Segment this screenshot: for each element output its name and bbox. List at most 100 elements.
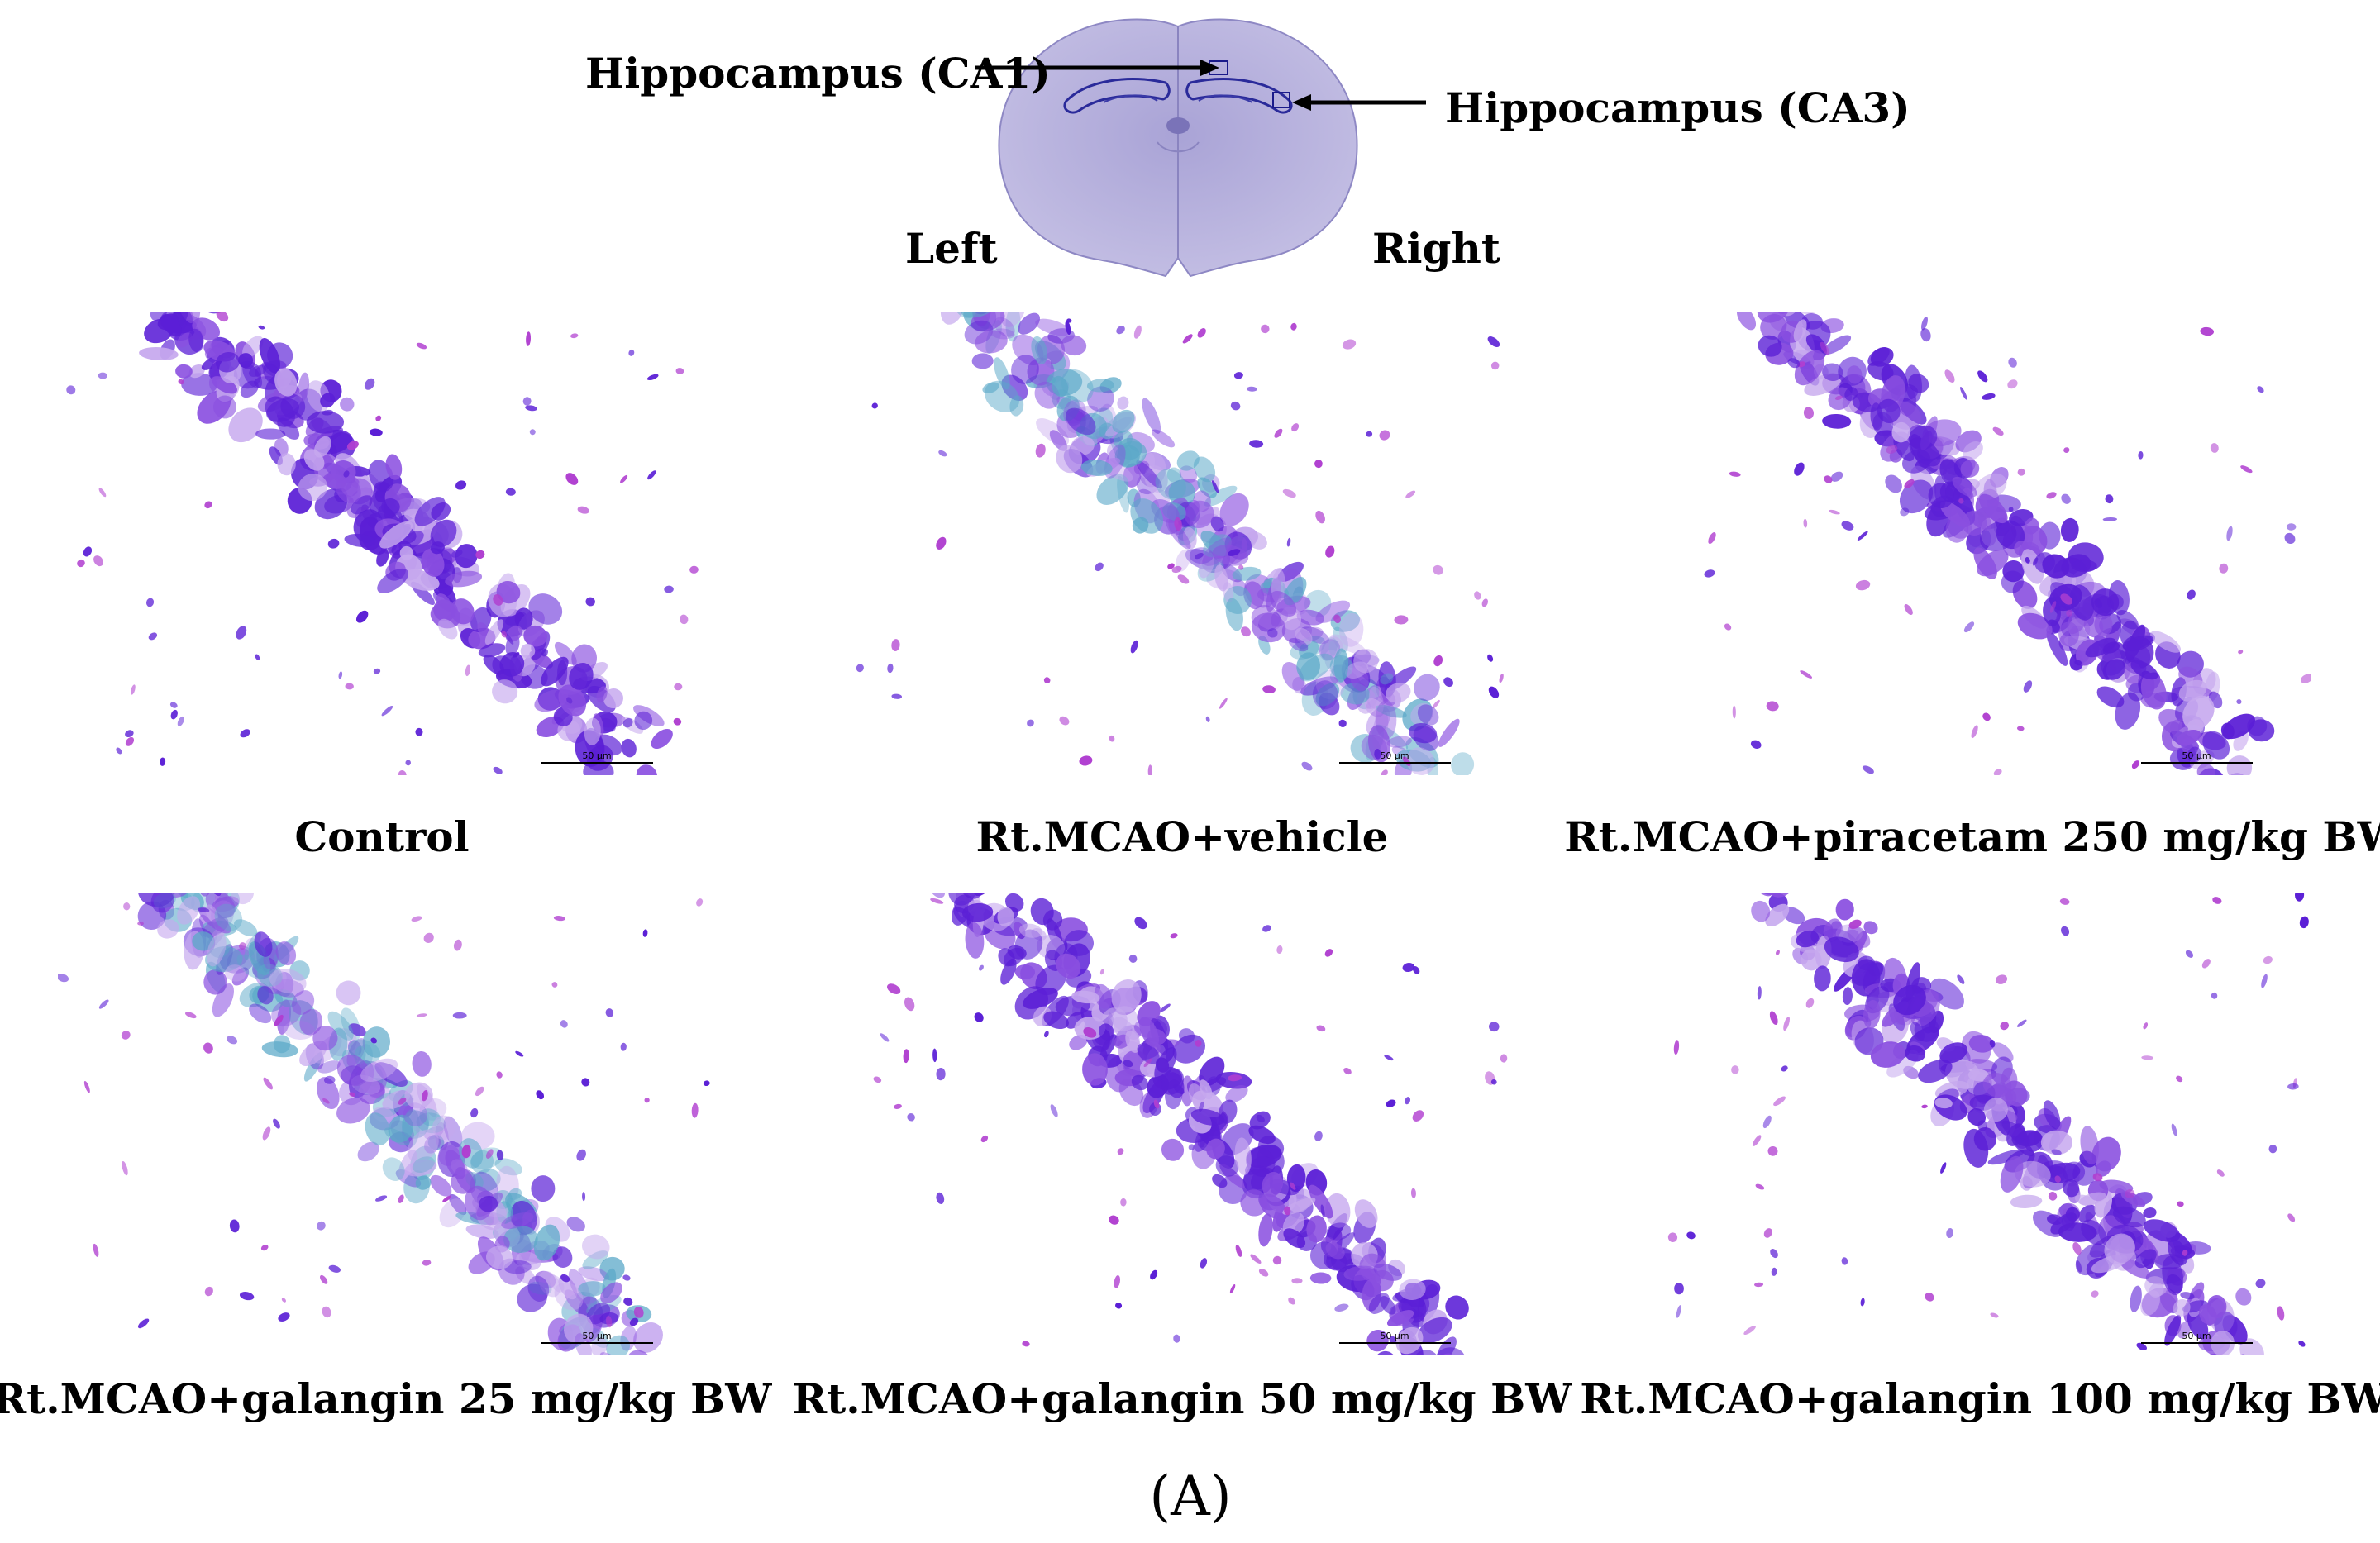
neuron-cell xyxy=(181,373,217,396)
neuron-cell xyxy=(2080,1126,2099,1165)
neuron-cell xyxy=(1765,903,1790,927)
neuron-cell xyxy=(1801,313,1823,330)
glial-cell xyxy=(1195,553,1204,560)
neuron-cell xyxy=(214,903,243,931)
glial-cell xyxy=(121,1031,131,1040)
neuron-cell xyxy=(2150,631,2182,653)
neuron-cell xyxy=(404,1082,433,1109)
glial-cell xyxy=(871,402,878,409)
glial-cell xyxy=(2277,1306,2285,1321)
glial-cell xyxy=(501,631,508,638)
neuron-cell xyxy=(1967,1069,1989,1082)
glial-cell xyxy=(1757,986,1762,1000)
glial-cell xyxy=(1109,735,1115,742)
glial-cell xyxy=(320,1274,328,1284)
glial-cell xyxy=(1900,507,1910,517)
glial-cell xyxy=(1227,549,1241,556)
scale-bar-label: 50 μm xyxy=(2182,1331,2211,1341)
glial-cell xyxy=(123,902,131,911)
neuron-cell xyxy=(651,728,673,750)
neuron-cell xyxy=(1977,550,2009,577)
glial-cell xyxy=(1130,640,1138,654)
neuron-cell xyxy=(1376,705,1407,718)
neuron-cell xyxy=(1099,1034,1117,1059)
glial-cell xyxy=(891,693,903,699)
glial-cell xyxy=(1904,479,1915,489)
glial-cell xyxy=(98,488,107,498)
glial-cell xyxy=(1035,443,1046,458)
neuron-cell xyxy=(2065,1207,2080,1222)
glial-cell xyxy=(1481,598,1489,607)
glial-cell xyxy=(273,1118,280,1129)
glial-cell xyxy=(1841,1257,1848,1265)
neuron-cell xyxy=(1977,512,1992,531)
neuron-cell xyxy=(1190,1108,1225,1126)
glial-cell xyxy=(1343,1067,1352,1075)
glial-cell xyxy=(160,757,166,766)
scale-bar-label: 50 μm xyxy=(582,750,611,761)
neuron-cell xyxy=(1232,566,1262,581)
glial-cell xyxy=(1803,518,1808,528)
caption-piracetam: Rt.MCAO+piracetam 250 mg/kg BW xyxy=(1564,812,2380,861)
glial-cell xyxy=(674,683,683,691)
neuron-cell xyxy=(1312,680,1338,710)
glial-cell xyxy=(2051,1149,2062,1155)
glial-cell xyxy=(628,349,635,356)
glial-cell xyxy=(1676,1305,1681,1318)
neuron-cell xyxy=(412,1156,435,1174)
neuron-cell xyxy=(178,312,194,324)
neuron-cell xyxy=(1309,1184,1333,1219)
neuron-cell xyxy=(450,598,475,625)
neuron-cell xyxy=(1823,918,1842,941)
neuron-cell xyxy=(427,1135,445,1150)
neuron-cell xyxy=(188,364,205,379)
glial-cell xyxy=(1963,621,1975,633)
glial-cell xyxy=(1729,471,1741,477)
ca1-label: Hippocampus (CA1) xyxy=(585,49,1051,98)
glial-cell xyxy=(355,610,369,623)
neuron-cell xyxy=(1885,474,1902,493)
glial-cell xyxy=(1199,1101,1204,1112)
glial-cell xyxy=(1379,430,1390,441)
glial-cell xyxy=(1219,698,1228,709)
glial-cell xyxy=(2016,726,2025,731)
glial-cell xyxy=(664,585,674,593)
neuron-cell xyxy=(1844,387,1858,401)
neuron-cell xyxy=(603,688,623,709)
neuron-cell xyxy=(150,312,168,321)
neuron-cell xyxy=(1939,1042,1967,1064)
neuron-cell xyxy=(496,580,521,604)
neuron-cell xyxy=(538,1270,561,1298)
neuron-cell xyxy=(274,368,298,397)
glial-cell xyxy=(1776,950,1780,955)
neuron-cell xyxy=(404,1160,437,1177)
neuron-cell xyxy=(1905,1045,1925,1062)
glial-cell xyxy=(1174,517,1182,531)
glial-cell xyxy=(169,702,178,708)
glial-cell xyxy=(2049,601,2057,613)
neuron-cell xyxy=(2058,621,2079,647)
glial-cell xyxy=(907,1113,915,1122)
neuron-cell xyxy=(1978,493,2008,524)
glial-cell xyxy=(197,907,210,913)
glial-cell xyxy=(345,683,354,690)
glial-cell xyxy=(239,942,246,950)
glial-cell xyxy=(1334,1303,1349,1312)
glial-cell xyxy=(1960,387,1967,400)
glial-cell xyxy=(451,549,463,558)
neuron-cell xyxy=(1014,964,1036,979)
neuron-cell xyxy=(455,1167,476,1193)
neuron-cell xyxy=(1371,1269,1394,1292)
neuron-cell xyxy=(1166,467,1182,483)
neuron-cell xyxy=(381,498,400,516)
glial-cell xyxy=(1787,358,1801,369)
neuron-cell xyxy=(2196,763,2215,775)
neuron-cell xyxy=(1152,429,1176,448)
glial-cell xyxy=(2061,493,2071,504)
glial-cell xyxy=(2092,1173,2103,1182)
glial-cell xyxy=(343,470,350,478)
neuron-cell xyxy=(596,686,608,703)
glial-cell xyxy=(1050,1104,1058,1117)
neuron-cell xyxy=(306,411,345,434)
glial-cell xyxy=(1261,324,1270,334)
